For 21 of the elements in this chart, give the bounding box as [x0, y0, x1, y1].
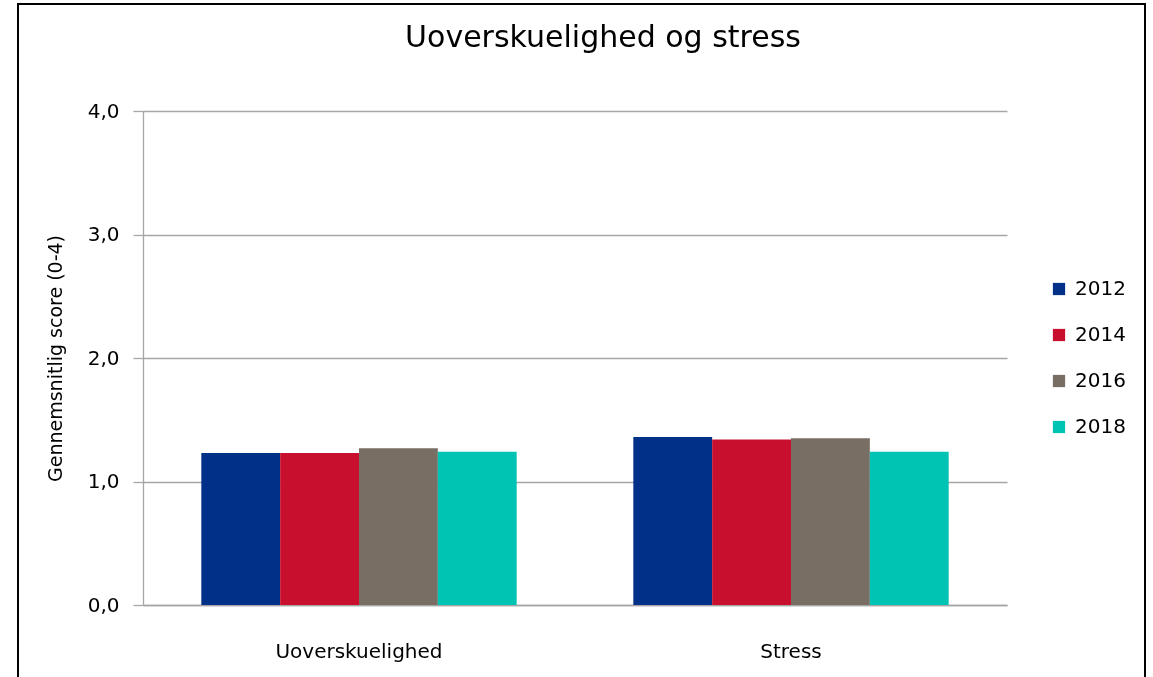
legend-label: 2016 [1075, 368, 1126, 392]
bar [359, 448, 438, 605]
bar [280, 453, 359, 605]
x-tick-label: Stress [760, 638, 822, 663]
x-tick-label: Uoverskuelighed [275, 638, 443, 663]
y-tick-label: 4,0 [87, 98, 120, 123]
y-axis-title: Gennemsnitlig score (0-4) [43, 235, 66, 482]
legend-label: 2012 [1075, 276, 1126, 300]
bar [712, 439, 791, 605]
bar [201, 453, 281, 605]
bar [791, 438, 870, 605]
legend-label: 2018 [1075, 414, 1126, 438]
y-tick-label: 2,0 [87, 345, 120, 370]
legend-label: 2014 [1075, 322, 1126, 346]
bar [633, 437, 713, 605]
bar [869, 451, 949, 605]
y-tick-label: 1,0 [87, 469, 120, 493]
chart-title: Uoverskuelighed og stress [405, 19, 801, 54]
y-tick-label: 3,0 [87, 222, 120, 246]
bar [437, 451, 517, 605]
y-tick-label: 0,0 [87, 592, 120, 617]
